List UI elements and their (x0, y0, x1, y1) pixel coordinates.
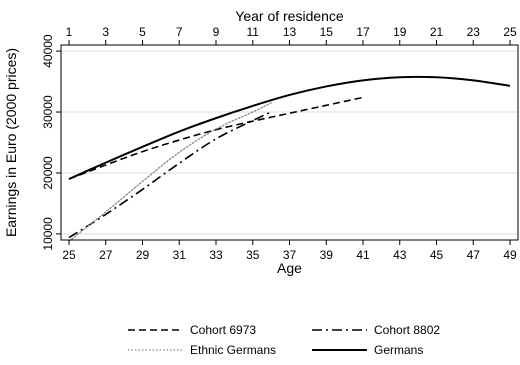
series-line-cohort-8802 (68, 111, 272, 239)
top-tick-label: 3 (102, 25, 109, 39)
legend-label-cohort-6973: Cohort 6973 (190, 323, 256, 337)
gridlines (61, 50, 518, 235)
series-line-ethnic-germans (68, 102, 272, 242)
x-tick-label: 33 (209, 248, 223, 262)
x-tick-label: 47 (467, 248, 481, 262)
axes: 25 27 29 31 33 35 37 39 41 43 45 47 491 3 5 7 9 11 13 15 17 1… (41, 25, 517, 262)
x-tick-label: 29 (136, 248, 150, 262)
legend-label-ethnic-germans: Ethnic Germans (190, 343, 276, 357)
top-tick-label: 15 (320, 25, 334, 39)
legend-label-cohort-8802: Cohort 8802 (374, 323, 440, 337)
legend: Cohort 6973 Cohort 8802 Ethnic Germans Germ… (128, 323, 440, 357)
top-tick-label: 25 (503, 25, 517, 39)
y-tick-label: 40000 (41, 34, 55, 68)
top-tick-label: 17 (356, 25, 370, 39)
top-tick-label: 19 (393, 25, 407, 39)
x-tick-label: 37 (283, 248, 297, 262)
top-tick-label: 5 (139, 25, 146, 39)
x-tick-label: 45 (430, 248, 444, 262)
series-lines (68, 75, 511, 242)
top-tick-label: 11 (247, 25, 260, 39)
top-tick-label: 13 (283, 25, 297, 39)
y-tick-label: 20000 (41, 156, 55, 190)
y-axis-title: Earnings in Euro (2000 prices) (3, 48, 19, 237)
x-tick-label: 25 (62, 248, 76, 262)
x-tick-label: 35 (246, 248, 260, 262)
y-tick-label: 10000 (41, 217, 55, 251)
x-tick-label: 31 (173, 248, 187, 262)
bottom-axis-title: Age (277, 260, 302, 276)
x-tick-label: 49 (503, 248, 517, 262)
legend-label-germans: Germans (374, 343, 423, 357)
x-tick-label: 39 (320, 248, 334, 262)
series-line-germans (68, 75, 511, 180)
top-axis-title: Year of residence (235, 8, 344, 24)
x-tick-label: 27 (99, 248, 113, 262)
top-tick-label: 9 (213, 25, 220, 39)
top-tick-label: 7 (176, 25, 183, 39)
x-tick-label: 43 (393, 248, 407, 262)
y-tick-label: 30000 (41, 95, 55, 129)
top-tick-label: 1 (66, 25, 73, 39)
x-tick-label: 41 (356, 248, 370, 262)
top-tick-label: 23 (467, 25, 481, 39)
series-line-cohort-6973 (68, 96, 364, 180)
top-tick-label: 21 (430, 25, 444, 39)
